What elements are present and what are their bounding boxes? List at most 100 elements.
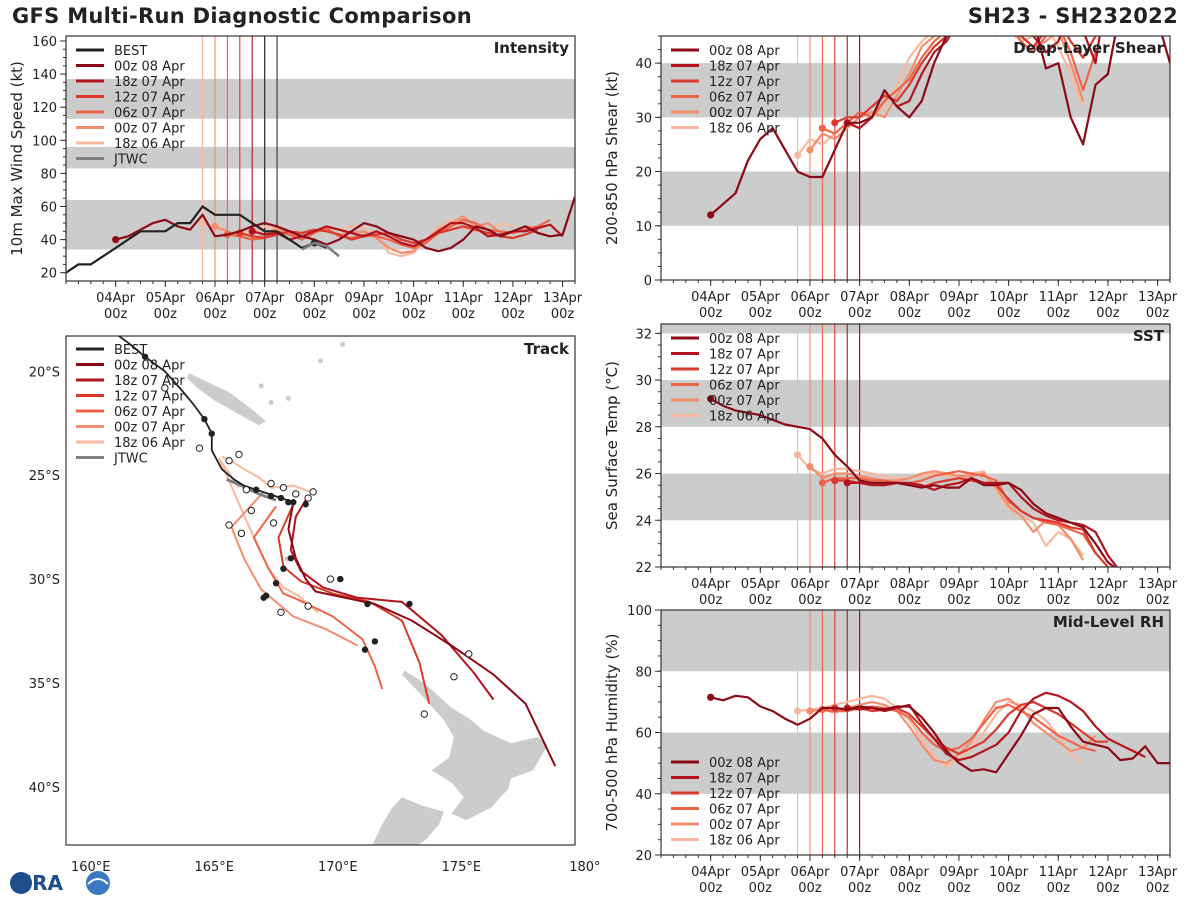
series-line (822, 470, 1097, 554)
panel-title: Track (524, 340, 570, 358)
x-tick-label-hour: 00z (798, 306, 822, 321)
y-tick-label: 24 (635, 514, 652, 529)
x-tick-label-hour: 00z (1096, 306, 1120, 321)
legend-label: 00z 07 Apr (709, 394, 780, 409)
legend-label: 00z 07 Apr (114, 122, 185, 137)
legend-label: 18z 06 Apr (114, 137, 185, 152)
track-filled-dot (280, 565, 287, 572)
track-open-dot (292, 490, 300, 498)
small-island (318, 358, 323, 364)
x-tick-label-hour: 00z (997, 881, 1021, 896)
series-start-marker (831, 476, 839, 485)
new-caledonia (187, 373, 267, 426)
x-tick-label-date: 13Apr (543, 291, 583, 306)
intensity-series (66, 196, 575, 274)
legend-label: BEST (114, 44, 147, 59)
x-tick-label-hour: 00z (699, 593, 723, 608)
x-tick-label-hour: 00z (898, 881, 922, 896)
forecast-track (287, 502, 557, 767)
x-tick-label-hour: 00z (1146, 593, 1170, 608)
series-start-marker (793, 707, 802, 715)
track-filled-dot (371, 638, 379, 645)
track-open-dot (225, 456, 233, 465)
track-filled-dot (260, 594, 267, 601)
x-tick-label-date: 05Apr (741, 290, 781, 305)
x-tick-label-hour: 00z (1096, 593, 1120, 608)
series-line (710, 694, 1170, 774)
x-tick-label-hour: 00z (749, 593, 773, 608)
shear-panel: 01020304004Apr00z05Apr00z06Apr00z07Apr00… (603, 35, 1178, 321)
y-tick-label: 80 (40, 167, 57, 182)
x-tick-label-hour: 00z (947, 306, 971, 321)
track-filled-dot (406, 600, 413, 608)
track-open-dot (304, 602, 312, 610)
track-panel: 20°S 25°S 30°S 35°S 40°S 160°E 165°E 170°E 175°E… (29, 335, 601, 875)
series-start-marker (818, 124, 826, 132)
x-tick-label-hour: 00z (1096, 881, 1120, 896)
series-start-marker (707, 211, 715, 219)
shaded-band (661, 610, 1170, 672)
x-tick-label-hour: 00z (749, 881, 773, 896)
x-tick-label-date: 09Apr (939, 865, 979, 880)
legend-label: 18z 07 Apr (114, 374, 185, 389)
forecast-track (277, 503, 431, 704)
x-tick-label-date: 12Apr (1088, 290, 1128, 305)
panel-title: Intensity (494, 39, 570, 57)
x-tick-label-hour: 00z (898, 306, 922, 321)
x-tick-label-date: 05Apr (146, 291, 186, 306)
legend-label: 00z 08 Apr (709, 756, 780, 771)
panel-title: SST (1133, 327, 1165, 345)
legend-label: 18z 07 Apr (709, 60, 780, 75)
y-tick-label: 20 (635, 166, 652, 181)
track-filled-dot (285, 499, 292, 506)
legend-label: 18z 06 Apr (709, 410, 780, 425)
legend-label: 00z 08 Apr (709, 332, 780, 347)
legend-label: BEST (114, 343, 147, 358)
lon-label: 170°E (318, 860, 358, 875)
track-open-dot (279, 483, 288, 492)
x-tick-label-hour: 00z (104, 307, 128, 322)
track-open-dot (237, 529, 246, 538)
x-tick-label-date: 04Apr (691, 865, 731, 880)
legend-label: 12z 07 Apr (114, 390, 185, 405)
series-start-marker (843, 479, 851, 487)
sst-series (707, 395, 1119, 567)
track-filled-dot (337, 575, 344, 583)
x-tick-label-date: 11Apr (1039, 290, 1079, 305)
south-island (372, 797, 444, 845)
x-tick-label-hour: 00z (501, 307, 525, 322)
series-start-marker (793, 451, 802, 459)
best-track-dot (141, 353, 149, 360)
track-open-dot (420, 710, 428, 718)
x-tick-label-date: 09Apr (939, 290, 979, 305)
x-tick-label-date: 11Apr (444, 291, 484, 306)
y-tick-label: 30 (635, 374, 652, 389)
legend-label: 06z 07 Apr (709, 91, 780, 106)
series-start-marker (211, 222, 219, 230)
y-tick-label: 60 (635, 727, 652, 742)
lon-label: 160°E (71, 860, 111, 875)
y-tick-label: 10 (635, 220, 652, 235)
x-tick-label-date: 06Apr (195, 291, 235, 306)
y-tick-label: 160 (32, 35, 57, 50)
legend-label: 12z 07 Apr (709, 75, 780, 90)
y-tick-label: 20 (40, 267, 57, 282)
legend-label: 06z 07 Apr (709, 803, 780, 818)
x-tick-label-date: 13Apr (1138, 577, 1178, 592)
track-open-dot (267, 479, 275, 488)
x-tick-label-date: 08Apr (890, 865, 930, 880)
shear-series (707, 36, 1170, 219)
y-tick-label: 120 (32, 101, 57, 116)
track-open-dot (450, 673, 458, 681)
legend-label: JTWC (113, 452, 148, 467)
x-tick-label-date: 10Apr (989, 865, 1029, 880)
track-filled-dot (287, 555, 295, 562)
forecast-track (252, 505, 384, 690)
x-tick-label-hour: 00z (303, 307, 327, 322)
series-line (847, 691, 1146, 762)
x-tick-label-hour: 00z (848, 306, 872, 321)
best-track-dot (201, 415, 208, 423)
track-open-dot (269, 519, 278, 527)
y-tick-label: 20 (635, 849, 652, 864)
